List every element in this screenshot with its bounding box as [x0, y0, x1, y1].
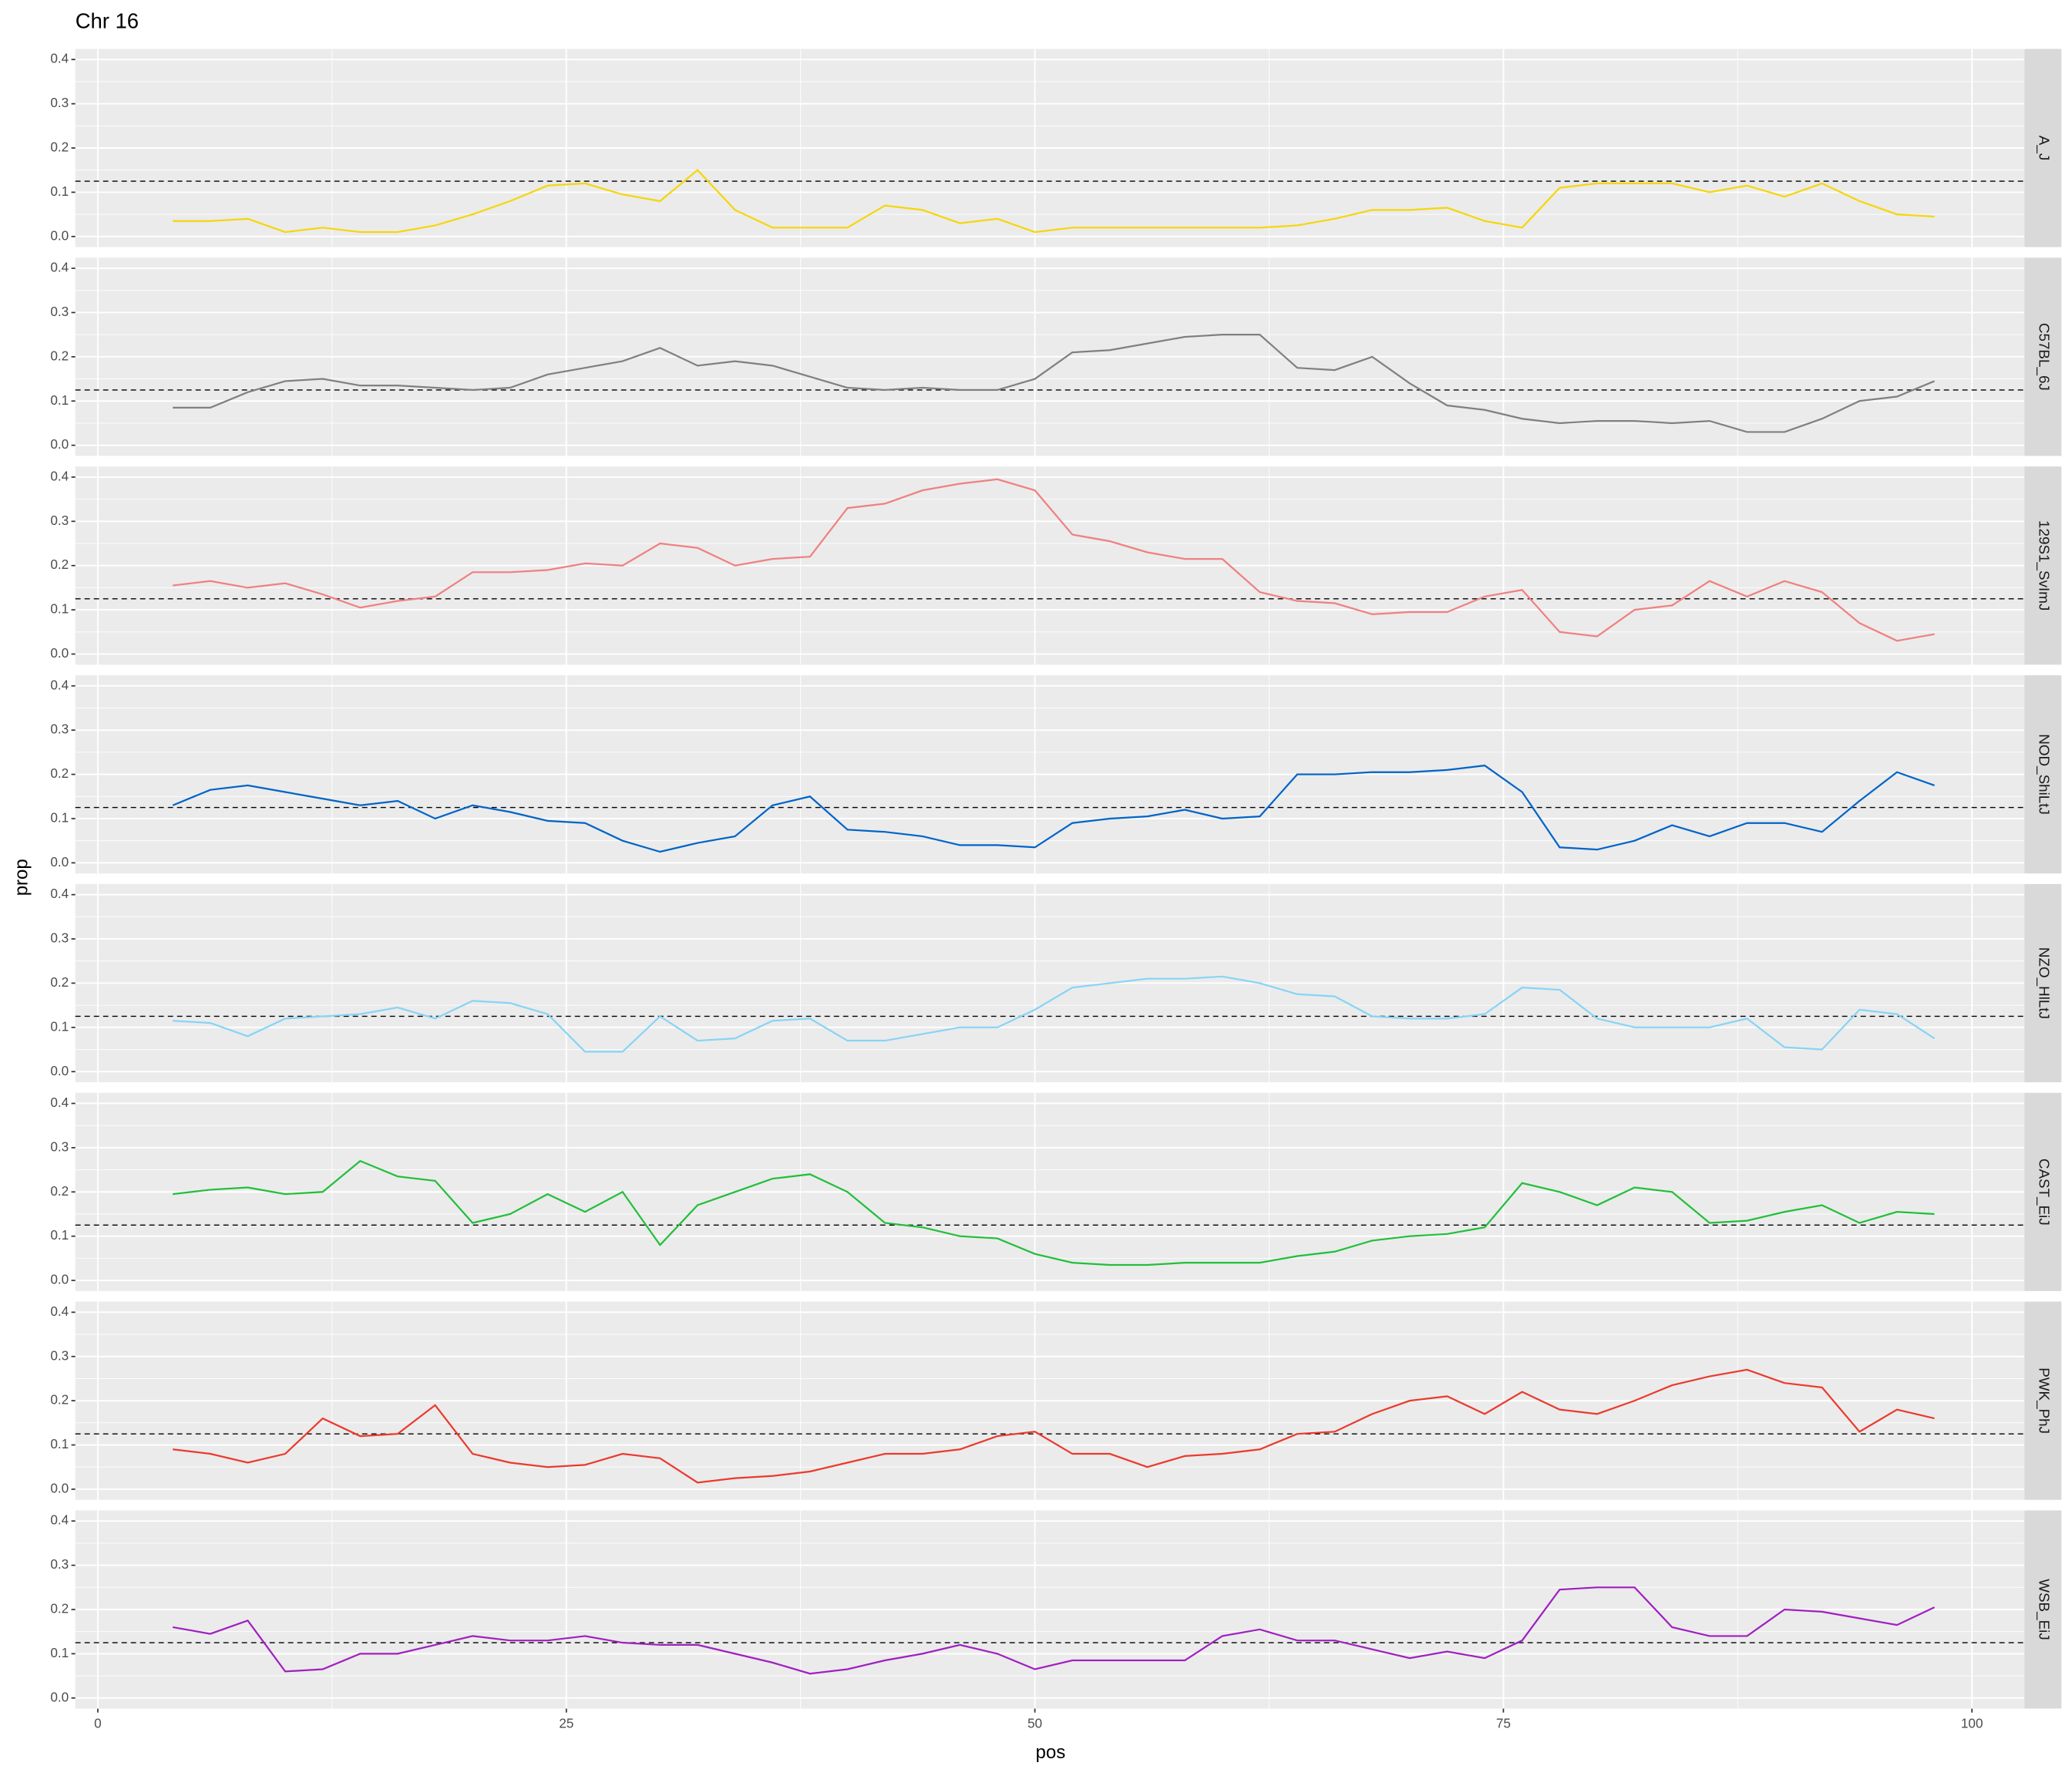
y-tick-label: 0.1 [50, 392, 69, 408]
y-tick-label: 0.2 [50, 557, 69, 572]
strip-background [2024, 1301, 2062, 1500]
y-tick-label: 0.0 [50, 1689, 69, 1704]
series-line [173, 1368, 1935, 1484]
strip-label: WSB_EiJ [2035, 1579, 2052, 1640]
y-tick-label: 0.2 [50, 765, 69, 781]
x-tick-label: 0 [94, 1716, 102, 1731]
y-tick-label: 0.3 [50, 513, 69, 528]
series-line [173, 334, 1936, 433]
y-tick-label: 0.4 [50, 51, 69, 66]
y-tick-label: 0.4 [50, 1303, 69, 1319]
y-tick-label: 0.2 [50, 1183, 69, 1199]
y-tick-label: 0.2 [50, 974, 69, 990]
strip-background [2024, 466, 2062, 665]
x-tick-label: 50 [1028, 1716, 1042, 1731]
strip-label: A_J [2035, 136, 2052, 160]
y-tick-label: 0.3 [50, 304, 69, 319]
y-tick-label: 0.3 [50, 1139, 69, 1154]
strip-label: C57BL_6J [2035, 323, 2052, 391]
y-tick-label: 0.1 [50, 1227, 69, 1243]
series-line [172, 1586, 1936, 1675]
y-tick-label: 0.4 [50, 468, 69, 483]
strip-background [2024, 1092, 2062, 1291]
strip-label: PWK_PhJ [2035, 1367, 2052, 1434]
y-tick-label: 0.1 [50, 601, 69, 617]
strip-background [2024, 675, 2062, 874]
y-tick-label: 0.0 [50, 1480, 69, 1495]
series-line [173, 1159, 1935, 1266]
x-tick-label: 75 [1496, 1716, 1511, 1731]
series-line [173, 478, 1935, 642]
y-tick-label: 0.1 [50, 1645, 69, 1660]
y-tick-label: 0.0 [50, 436, 69, 452]
x-tick-label: 100 [1961, 1716, 1983, 1731]
strip-label: NOD_ShiLtJ [2035, 734, 2052, 815]
y-tick-label: 0.4 [50, 1512, 69, 1528]
y-tick-label: 0.1 [50, 1018, 69, 1034]
y-tick-label: 0.1 [50, 1436, 69, 1451]
y-tick-label: 0.4 [50, 1095, 69, 1110]
strip-label: CAST_EiJ [2035, 1159, 2052, 1226]
strip-label: 129S1_SvImJ [2035, 520, 2052, 610]
series-line [173, 169, 1935, 234]
y-tick-label: 0.2 [50, 1392, 69, 1408]
chart-title: Chr 16 [76, 8, 139, 32]
y-tick-label: 0.0 [50, 1063, 69, 1078]
y-axis-label: prop [11, 859, 32, 896]
y-tick-label: 0.4 [50, 886, 69, 901]
strip-label: NZO_HlLtJ [2035, 947, 2052, 1019]
y-tick-label: 0.2 [50, 140, 69, 155]
y-tick-label: 0.0 [50, 645, 69, 661]
y-tick-label: 0.3 [50, 930, 69, 946]
series-line [172, 764, 1935, 853]
y-tick-label: 0.0 [50, 854, 69, 870]
strip-background [2024, 883, 2062, 1082]
x-tick-label: 25 [559, 1716, 574, 1731]
y-tick-label: 0.3 [50, 722, 69, 737]
strip-background [2024, 257, 2062, 456]
y-tick-label: 0.2 [50, 348, 69, 363]
y-tick-label: 0.0 [50, 1272, 69, 1287]
strip-background [2024, 49, 2062, 247]
y-tick-label: 0.2 [50, 1601, 69, 1616]
y-tick-label: 0.0 [50, 227, 69, 243]
strip-background [2024, 1510, 2062, 1709]
x-axis-label: pos [1036, 1742, 1066, 1763]
y-tick-label: 0.3 [50, 1347, 69, 1363]
y-tick-label: 0.1 [50, 183, 69, 199]
y-tick-label: 0.4 [50, 260, 69, 275]
series-line [173, 975, 1936, 1053]
y-tick-label: 0.3 [50, 1556, 69, 1572]
y-tick-label: 0.3 [50, 95, 69, 110]
y-tick-label: 0.1 [50, 810, 69, 826]
y-tick-label: 0.4 [50, 677, 69, 692]
